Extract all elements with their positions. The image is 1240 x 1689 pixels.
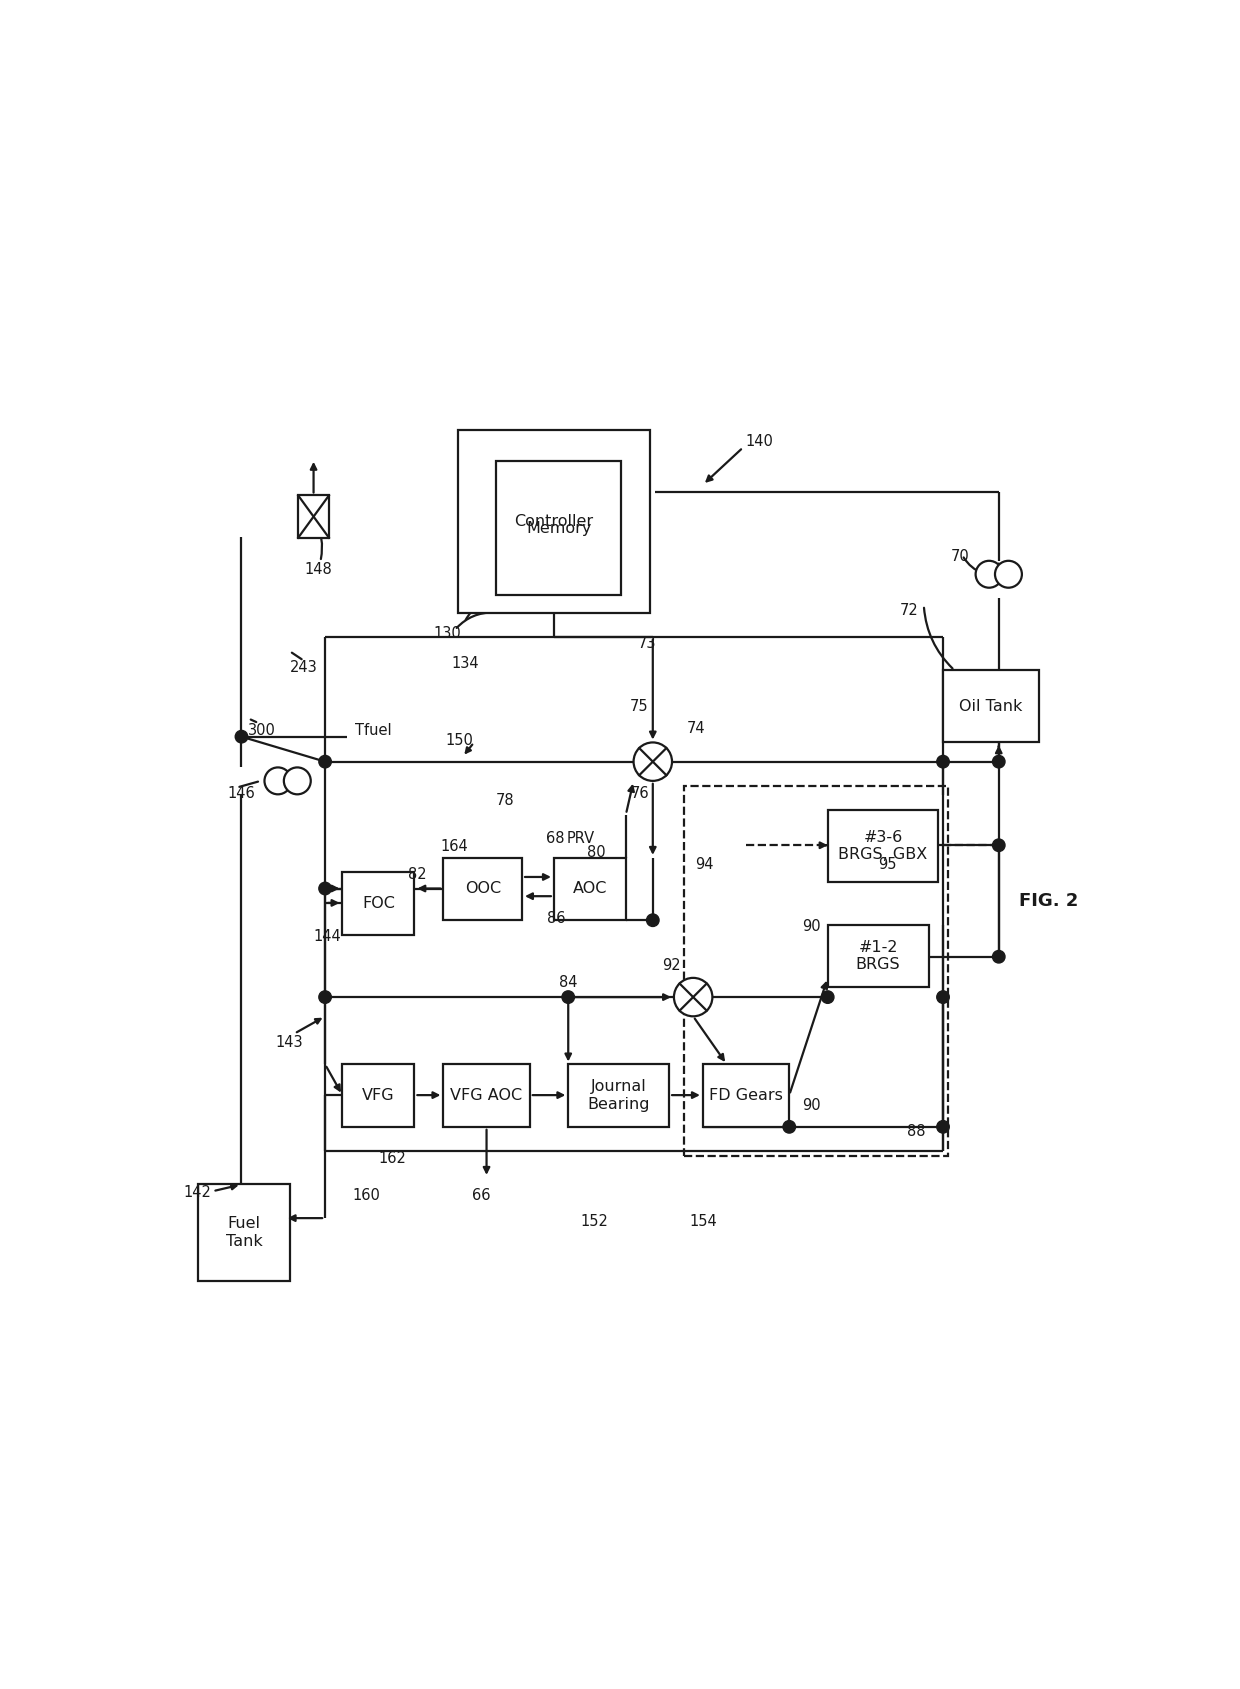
Circle shape xyxy=(992,839,1004,851)
Text: Memory: Memory xyxy=(526,520,591,535)
Text: 130: 130 xyxy=(434,627,461,642)
Text: Oil Tank: Oil Tank xyxy=(960,699,1023,714)
Circle shape xyxy=(562,991,574,1003)
Text: 148: 148 xyxy=(304,562,332,578)
Text: FIG. 2: FIG. 2 xyxy=(1019,892,1079,910)
Circle shape xyxy=(936,1120,950,1133)
Text: Controller: Controller xyxy=(515,513,594,529)
FancyBboxPatch shape xyxy=(568,1064,670,1127)
Text: 72: 72 xyxy=(900,603,919,618)
Text: OOC: OOC xyxy=(465,882,501,897)
Text: 88: 88 xyxy=(908,1125,926,1138)
Circle shape xyxy=(976,561,1002,588)
Text: 150: 150 xyxy=(445,733,474,748)
Circle shape xyxy=(992,951,1004,963)
Text: 144: 144 xyxy=(314,929,341,944)
Text: 164: 164 xyxy=(440,839,469,853)
Text: 154: 154 xyxy=(689,1213,717,1228)
Text: 90: 90 xyxy=(802,1098,821,1113)
Text: PRV: PRV xyxy=(567,831,594,846)
Text: 80: 80 xyxy=(588,846,606,860)
Text: 75: 75 xyxy=(630,699,649,714)
Text: Tfuel: Tfuel xyxy=(355,723,392,738)
Text: 162: 162 xyxy=(378,1150,405,1165)
FancyBboxPatch shape xyxy=(828,809,939,882)
Text: 84: 84 xyxy=(558,975,577,990)
Text: 86: 86 xyxy=(547,910,565,926)
Text: 94: 94 xyxy=(696,856,713,872)
Text: VFG AOC: VFG AOC xyxy=(450,1088,522,1103)
Text: #1-2
BRGS: #1-2 BRGS xyxy=(856,941,900,973)
Text: #3-6
BRGS, GBX: #3-6 BRGS, GBX xyxy=(838,829,928,861)
FancyBboxPatch shape xyxy=(444,858,522,921)
Text: 243: 243 xyxy=(290,660,317,676)
Circle shape xyxy=(821,991,835,1003)
Circle shape xyxy=(675,978,713,1017)
Circle shape xyxy=(936,755,950,768)
Circle shape xyxy=(236,730,248,743)
FancyBboxPatch shape xyxy=(496,461,621,596)
Circle shape xyxy=(634,743,672,780)
FancyBboxPatch shape xyxy=(828,926,929,988)
Text: 82: 82 xyxy=(408,866,427,882)
FancyBboxPatch shape xyxy=(554,858,626,921)
Text: 90: 90 xyxy=(802,919,821,934)
Circle shape xyxy=(994,561,1022,588)
Text: 160: 160 xyxy=(352,1187,379,1203)
Circle shape xyxy=(992,755,1004,768)
Text: 68: 68 xyxy=(546,831,564,846)
Text: 92: 92 xyxy=(662,958,681,973)
Circle shape xyxy=(936,991,950,1003)
Circle shape xyxy=(319,882,331,895)
Text: 143: 143 xyxy=(275,1035,303,1051)
FancyBboxPatch shape xyxy=(298,495,329,537)
Text: 146: 146 xyxy=(227,785,255,801)
Text: 78: 78 xyxy=(496,792,515,807)
Circle shape xyxy=(284,767,311,794)
Text: 142: 142 xyxy=(184,1184,212,1199)
FancyBboxPatch shape xyxy=(444,1064,529,1127)
FancyBboxPatch shape xyxy=(342,1064,414,1127)
Circle shape xyxy=(319,755,331,768)
Circle shape xyxy=(319,991,331,1003)
Text: 76: 76 xyxy=(631,785,650,801)
Text: AOC: AOC xyxy=(573,882,608,897)
Text: 134: 134 xyxy=(451,655,479,671)
Text: VFG: VFG xyxy=(362,1088,394,1103)
FancyBboxPatch shape xyxy=(942,671,1039,743)
Text: 73: 73 xyxy=(637,637,656,650)
Text: 300: 300 xyxy=(248,723,277,738)
Text: 70: 70 xyxy=(951,549,970,564)
Text: 152: 152 xyxy=(580,1213,609,1228)
Text: 140: 140 xyxy=(745,434,773,449)
FancyBboxPatch shape xyxy=(703,1064,789,1127)
Text: 74: 74 xyxy=(687,721,706,735)
Text: FOC: FOC xyxy=(362,895,394,910)
FancyBboxPatch shape xyxy=(198,1184,290,1280)
Text: Journal
Bearing: Journal Bearing xyxy=(588,1079,650,1111)
Circle shape xyxy=(264,767,291,794)
FancyBboxPatch shape xyxy=(458,431,650,613)
Text: 95: 95 xyxy=(878,856,897,872)
Circle shape xyxy=(782,1120,796,1133)
FancyBboxPatch shape xyxy=(342,872,414,934)
Text: Fuel
Tank: Fuel Tank xyxy=(226,1216,263,1248)
Text: 66: 66 xyxy=(472,1187,491,1203)
Text: FD Gears: FD Gears xyxy=(709,1088,782,1103)
Circle shape xyxy=(646,914,658,927)
